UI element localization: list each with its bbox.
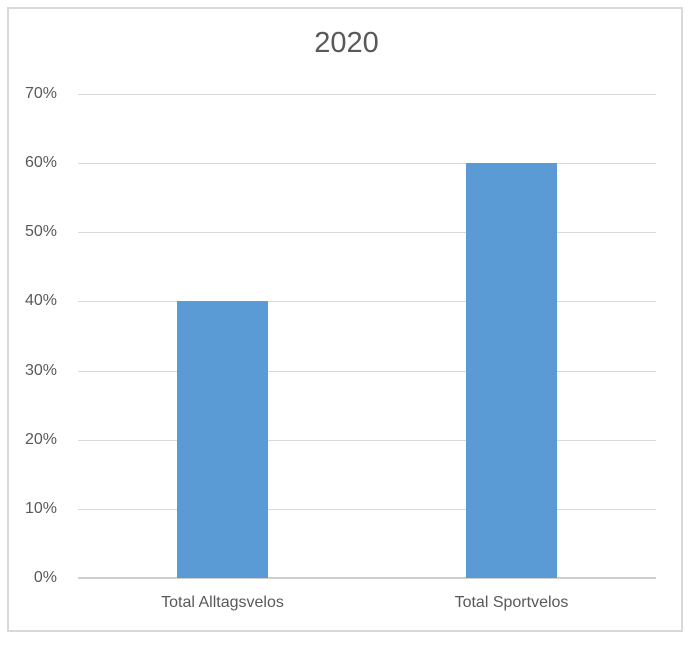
gridline [78,232,656,234]
bar-total-sportvelos [466,163,557,578]
x-category-label: Total Alltagsvelos [161,594,284,611]
gridline [78,301,656,303]
chart-title: 2020 [314,27,379,59]
gridline [78,370,656,372]
plot-area [78,94,656,579]
y-tick-label: 20% [24,430,57,448]
y-tick-label: 0% [33,569,57,586]
y-tick-label: 50% [24,223,57,241]
gridline [78,439,656,441]
bar-total-alltagsvelos [177,301,268,578]
y-tick-label: 70% [24,85,57,102]
x-category-label: Total Sportvelos [454,594,569,611]
y-tick-label: 40% [24,292,57,310]
y-tick-label: 10% [24,499,57,517]
chart-frame [7,7,683,632]
y-tick-label: 30% [24,361,57,379]
gridline [78,163,656,165]
gridline [78,508,656,510]
gridline [78,94,656,95]
y-tick-label: 60% [24,154,57,172]
x-axis-line [78,577,656,579]
